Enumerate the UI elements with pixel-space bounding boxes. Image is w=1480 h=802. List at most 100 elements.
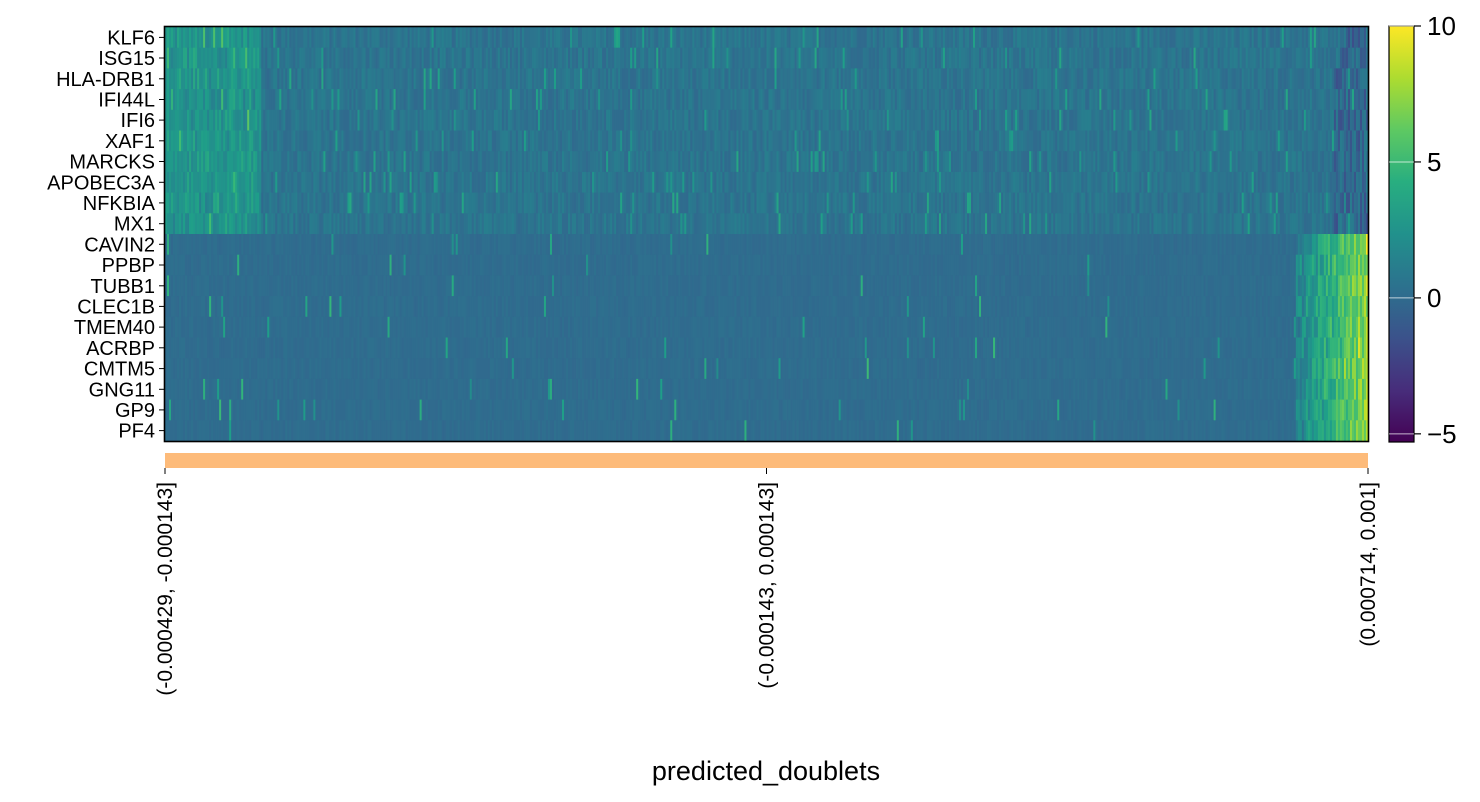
heatmap-cell — [1061, 130, 1064, 152]
heatmap-cell — [1303, 151, 1307, 173]
heatmap-cell — [391, 68, 394, 90]
heatmap-cell — [854, 151, 858, 173]
heatmap-cell — [561, 89, 565, 111]
heatmap-cell — [952, 89, 956, 111]
heatmap-cell — [1129, 109, 1132, 131]
heatmap-cell — [261, 47, 264, 69]
heatmap-cell — [525, 130, 529, 152]
heatmap-cell — [1127, 151, 1130, 173]
heatmap-cell — [239, 68, 242, 90]
heatmap-cell — [359, 171, 362, 193]
heatmap-cell — [956, 27, 960, 49]
heatmap-cell — [483, 192, 487, 214]
heatmap-cell — [638, 130, 641, 152]
heatmap-cell — [459, 151, 463, 173]
heatmap-cell — [648, 130, 651, 152]
heatmap-cell — [1249, 151, 1253, 173]
heatmap-cell — [718, 27, 721, 49]
heatmap-cell — [870, 130, 874, 152]
heatmap-cell — [754, 68, 757, 90]
heatmap-cell — [680, 68, 683, 90]
heatmap-cell — [600, 130, 603, 152]
heatmap-cell — [650, 89, 653, 111]
heatmap-cell — [305, 68, 308, 90]
heatmap-cell — [997, 68, 1000, 90]
heatmap-cell — [672, 68, 675, 90]
heatmap-cell — [832, 130, 836, 152]
heatmap-cell — [798, 151, 801, 173]
heatmap-cell — [251, 68, 254, 90]
heatmap-cell — [738, 27, 741, 49]
heatmap-cell — [1265, 109, 1269, 131]
heatmap-cell — [1285, 151, 1289, 173]
heatmap-cell — [1259, 109, 1263, 131]
heatmap-cell — [842, 68, 846, 90]
heatmap-cell — [1327, 130, 1331, 152]
heatmap-cell — [361, 130, 364, 152]
heatmap-cell — [277, 47, 280, 69]
heatmap-cell — [503, 68, 507, 90]
heatmap-cell — [347, 68, 350, 90]
heatmap-cell — [551, 171, 555, 193]
heatmap-cell — [319, 27, 322, 49]
heatmap-cell — [483, 171, 487, 193]
heatmap-cell — [1167, 109, 1170, 131]
heatmap-cell — [323, 68, 326, 90]
heatmap-cell — [686, 47, 689, 69]
heatmap-cell — [638, 171, 641, 193]
heatmap-cell — [1297, 47, 1301, 69]
heatmap-cell — [301, 192, 304, 214]
heatmap-cell — [876, 27, 880, 49]
heatmap-cell — [916, 27, 920, 49]
heatmap-cell — [243, 171, 246, 193]
heatmap-cell — [812, 171, 816, 193]
heatmap-cell — [652, 171, 655, 193]
heatmap-cell — [543, 27, 547, 49]
heatmap-cell — [1121, 89, 1124, 111]
heatmap-cell — [958, 27, 962, 49]
heatmap-cell — [279, 89, 282, 111]
heatmap-cell — [499, 68, 503, 90]
heatmap-cell — [820, 171, 824, 193]
heatmap-cell — [588, 109, 591, 131]
heatmap-cell — [820, 130, 824, 152]
heatmap-cell — [517, 130, 521, 152]
heatmap-cell — [1083, 27, 1086, 49]
heatmap-cell — [884, 151, 888, 173]
heatmap-cell — [1115, 109, 1118, 131]
heatmap-cell — [407, 47, 411, 69]
heatmap-cell — [415, 68, 419, 90]
heatmap-cell — [818, 27, 822, 49]
heatmap-cell — [1317, 89, 1321, 111]
heatmap-cell — [1317, 151, 1321, 173]
heatmap-cell — [1335, 47, 1339, 69]
heatmap-cell — [177, 47, 180, 69]
heatmap-cell — [473, 27, 477, 49]
heatmap-cell — [892, 151, 896, 173]
heatmap-cell — [967, 27, 970, 49]
heatmap-cell — [664, 171, 667, 193]
heatmap-cell — [193, 171, 196, 193]
heatmap-cell — [1017, 151, 1020, 173]
heatmap-cell — [710, 171, 713, 193]
heatmap-cell — [453, 27, 457, 49]
heatmap-cell — [1365, 27, 1369, 49]
heatmap-cell — [553, 89, 557, 111]
heatmap-cell — [395, 27, 398, 49]
heatmap-cell — [199, 130, 202, 152]
heatmap-cell — [652, 130, 655, 152]
heatmap-cell — [886, 47, 890, 69]
heatmap-cell — [247, 130, 250, 152]
heatmap-cell — [303, 68, 306, 90]
heatmap-cell — [804, 171, 807, 193]
heatmap-cell — [766, 68, 769, 90]
heatmap-cell — [1249, 68, 1253, 90]
heatmap-cell — [379, 171, 382, 193]
heatmap-cell — [267, 192, 270, 214]
heatmap-cell — [499, 192, 503, 214]
heatmap-cell — [772, 27, 775, 49]
heatmap-cell — [335, 171, 338, 193]
heatmap-cell — [1179, 109, 1182, 131]
heatmap-cell — [1095, 89, 1098, 111]
heatmap-cell — [369, 47, 372, 69]
